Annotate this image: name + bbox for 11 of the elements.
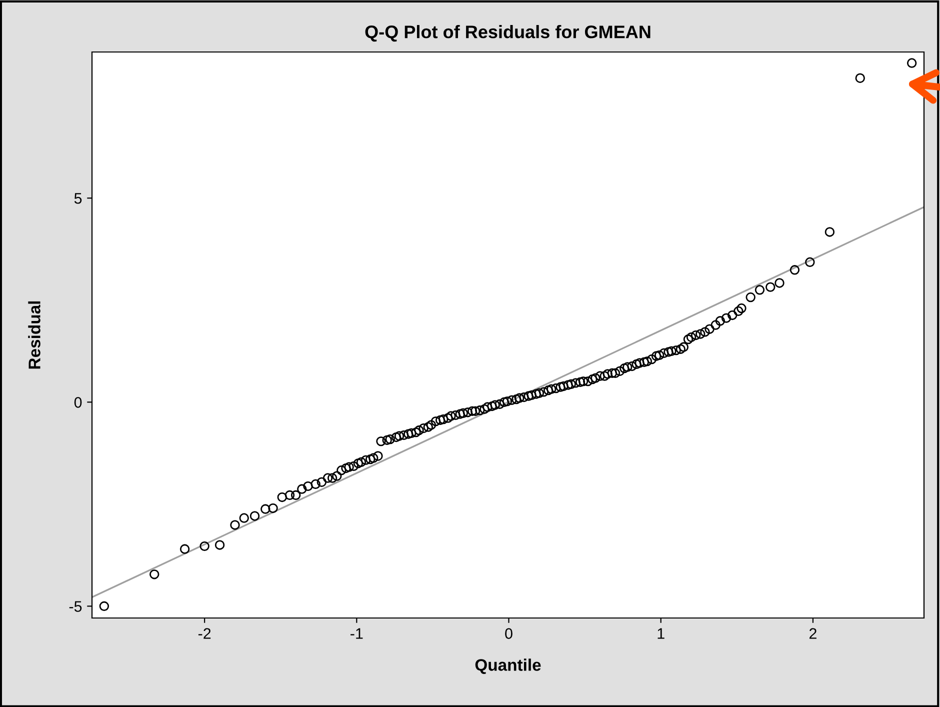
chart-title: Q-Q Plot of Residuals for GMEAN <box>365 25 650 42</box>
x-tick-label: 0 <box>505 628 512 639</box>
x-tick-label: 2 <box>809 628 816 639</box>
y-tick-label: 0 <box>74 396 82 408</box>
x-axis-title: Quantile <box>475 658 541 674</box>
y-tick-label: -5 <box>69 601 82 612</box>
x-tick-label: -2 <box>198 628 211 639</box>
y-tick-label: 5 <box>74 193 82 204</box>
y-axis-title: Residual <box>28 301 40 369</box>
x-tick-label: -1 <box>350 628 363 639</box>
x-tick-label: 1 <box>658 628 664 639</box>
